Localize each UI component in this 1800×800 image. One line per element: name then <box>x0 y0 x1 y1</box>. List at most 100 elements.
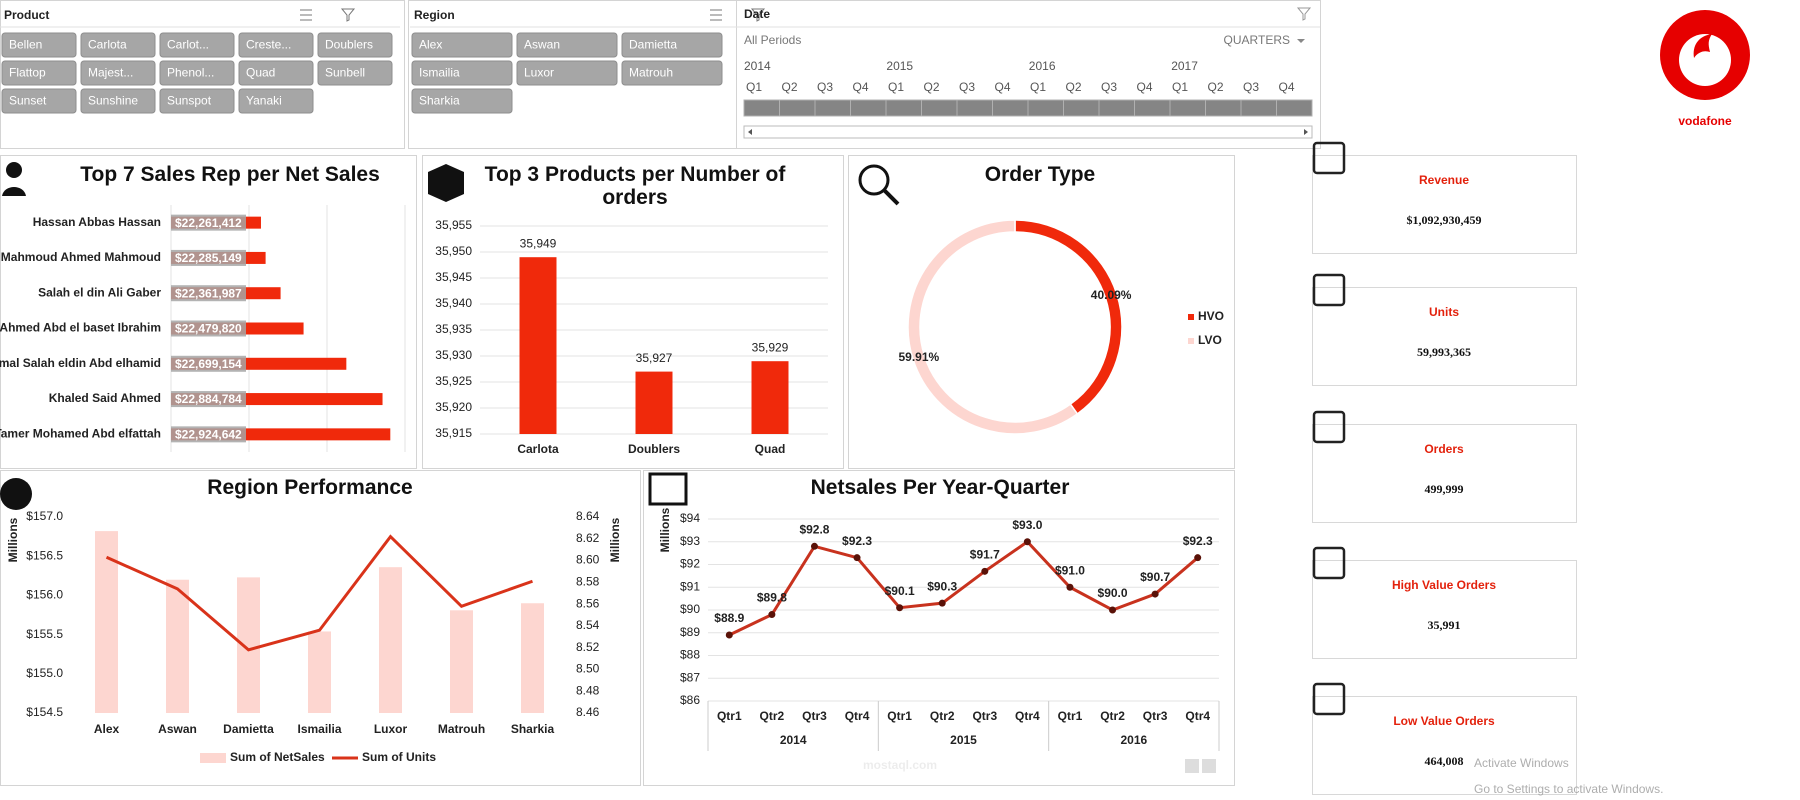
slicer-item[interactable]: Quad <box>246 66 275 80</box>
x-tick-label: Qtr2 <box>760 709 785 723</box>
label-box <box>171 249 246 266</box>
group-label: 2015 <box>950 733 977 747</box>
timeline-segment[interactable] <box>1276 99 1313 117</box>
slicer-button[interactable] <box>621 32 723 58</box>
value-label: $91.7 <box>970 547 1000 561</box>
slicer-item[interactable]: Creste... <box>246 38 291 52</box>
slicer-button[interactable] <box>1 88 77 114</box>
slicer-item[interactable]: Carlot... <box>167 38 209 52</box>
bar <box>519 257 557 434</box>
slicer-button[interactable] <box>80 88 156 114</box>
slicer-item[interactable]: Damietta <box>629 38 677 52</box>
slicer-item[interactable]: Aswan <box>524 38 560 52</box>
slicer-item[interactable]: Sunbell <box>325 66 365 80</box>
value-label: $91.0 <box>1055 563 1085 577</box>
legend-label: LVO <box>1198 333 1222 347</box>
timeline-segment[interactable] <box>1027 99 1064 117</box>
quarter-label: Q1 <box>746 80 762 94</box>
slicer-item[interactable]: Bellen <box>9 38 42 52</box>
timeline-segment[interactable] <box>956 99 993 117</box>
value-label: $93.0 <box>1012 518 1042 532</box>
slicer-button[interactable] <box>159 60 235 86</box>
kpi-value: 35,991 <box>1428 618 1461 632</box>
y-tick-label: 35,930 <box>435 348 472 362</box>
slicer-button[interactable] <box>238 32 314 58</box>
timeline-segment[interactable] <box>1098 99 1135 117</box>
slicer-item[interactable]: Majest... <box>88 66 133 80</box>
slicer-item[interactable]: Carlota <box>88 38 127 52</box>
zoom-button[interactable] <box>1202 759 1216 773</box>
marker <box>938 599 946 607</box>
slicer-button[interactable] <box>238 88 314 114</box>
x-tick-label: Qtr4 <box>1185 709 1210 723</box>
slicer-item[interactable]: Sunspot <box>167 94 212 108</box>
slicer-button[interactable] <box>1 32 77 58</box>
slicer-button[interactable] <box>411 60 513 86</box>
legend-label: Sum of NetSales <box>230 750 325 764</box>
slicer-button[interactable] <box>80 32 156 58</box>
y-tick-label: $156.5 <box>26 548 63 562</box>
timeline-segment[interactable] <box>850 99 887 117</box>
x-tick-label: Qtr1 <box>717 709 742 723</box>
slicer-button[interactable] <box>238 60 314 86</box>
slicer-button[interactable] <box>516 60 618 86</box>
timeline-segment[interactable] <box>1134 99 1171 117</box>
slicer-item[interactable]: Flattop <box>9 66 46 80</box>
bar <box>450 610 473 713</box>
slicer-item[interactable]: Yanaki <box>246 94 282 108</box>
level-label[interactable]: QUARTERS <box>1224 33 1290 47</box>
kpi-label: Orders <box>1424 442 1464 456</box>
timeline-segment[interactable] <box>1205 99 1242 117</box>
slicer-item[interactable]: Sunset <box>9 94 47 108</box>
slicer-item[interactable]: Phenol... <box>167 66 214 80</box>
quarter-label: Q3 <box>1101 80 1117 94</box>
y-tick-label: 35,935 <box>435 322 472 336</box>
slicer-item[interactable]: Sunshine <box>88 94 138 108</box>
timeline-segment[interactable] <box>1169 99 1206 117</box>
slicer-button[interactable] <box>1 60 77 86</box>
timeline-segment[interactable] <box>743 99 780 117</box>
year-label: 2014 <box>744 59 771 73</box>
slicer-button[interactable] <box>621 60 723 86</box>
quarter-label: Q4 <box>994 80 1010 94</box>
scrollbar[interactable] <box>743 125 1313 139</box>
slicer-button[interactable] <box>411 32 513 58</box>
slicer-button[interactable] <box>159 32 235 58</box>
slicer-button[interactable] <box>411 88 513 114</box>
slicer-item[interactable]: Ismailia <box>419 66 460 80</box>
slicer-item[interactable]: Alex <box>419 38 442 52</box>
value-label: 35,927 <box>636 351 673 365</box>
marker <box>1023 538 1031 546</box>
slicer-button[interactable] <box>516 32 618 58</box>
x-tick-label: Qtr2 <box>1100 709 1125 723</box>
slicer-item[interactable]: Sharkia <box>419 94 460 108</box>
x-tick-label: Qtr4 <box>1015 709 1040 723</box>
icon <box>2 187 26 196</box>
marker <box>1066 583 1074 591</box>
x-tick-label: Aswan <box>158 722 197 736</box>
y-tick-label: 35,920 <box>435 400 472 414</box>
slicer-item[interactable]: Luxor <box>524 66 554 80</box>
slicer-button[interactable] <box>159 88 235 114</box>
timeline-segment[interactable] <box>1063 99 1100 117</box>
timeline-segment[interactable] <box>992 99 1029 117</box>
slicer-item[interactable]: Matrouh <box>629 66 673 80</box>
icon <box>0 478 32 510</box>
timeline-segment[interactable] <box>1240 99 1277 117</box>
quarter-label: Q1 <box>1172 80 1188 94</box>
slicer-button[interactable] <box>80 60 156 86</box>
zoom-button[interactable] <box>1185 759 1199 773</box>
x-tick-label: Ismailia <box>297 722 341 736</box>
quarter-label: Q1 <box>888 80 904 94</box>
timeline-segment[interactable] <box>779 99 816 117</box>
period-label: All Periods <box>744 33 801 47</box>
timeline-segment[interactable] <box>921 99 958 117</box>
timeline-segment[interactable] <box>814 99 851 117</box>
value-label: 40.09% <box>1091 288 1132 302</box>
timeline-segment[interactable] <box>885 99 922 117</box>
slicer-button[interactable] <box>317 32 393 58</box>
slicer-item[interactable]: Doublers <box>325 38 373 52</box>
slicer-button[interactable] <box>317 60 393 86</box>
panel <box>0 155 417 469</box>
